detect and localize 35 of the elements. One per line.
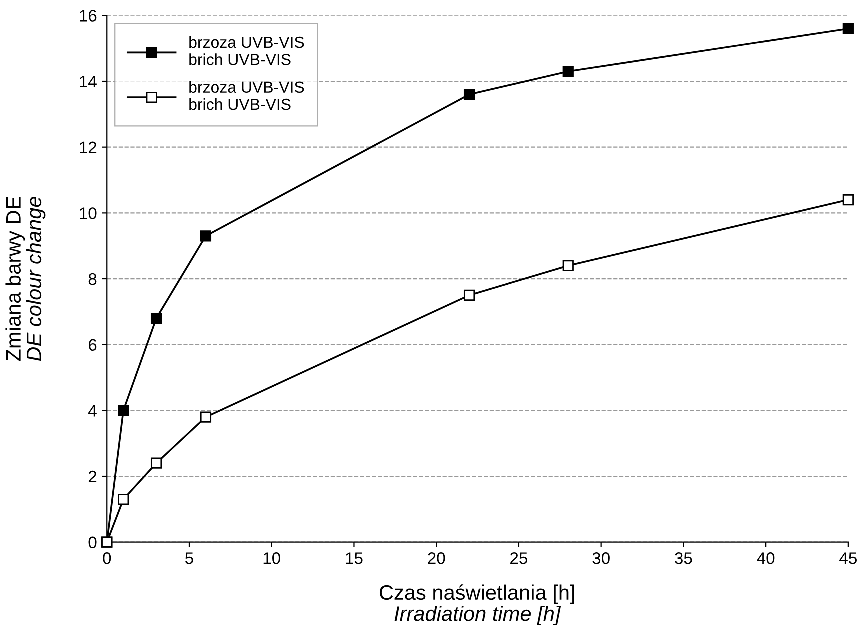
x-tick-label: 15 (346, 552, 363, 564)
x-tick-label: 40 (757, 552, 775, 564)
point (562, 260, 574, 272)
point (118, 494, 130, 506)
point (842, 23, 854, 34)
x-axis-title: Czas naświetlania [h] Irradiation time [h] (380, 584, 574, 626)
y-tick-label: 14 (80, 76, 97, 88)
x-tick-label: 25 (510, 552, 528, 564)
y-tick-label: 16 (80, 10, 97, 22)
y-tick-label: 10 (80, 208, 97, 220)
y-tick-label: 12 (80, 142, 97, 154)
x-tick-label: 45 (840, 552, 857, 564)
x-tick-label: 30 (592, 552, 610, 564)
point (200, 230, 212, 242)
x-tick-label: 10 (264, 552, 280, 564)
point (842, 194, 854, 206)
legend-label: brzoza UVB-VIS brich UVB-VIS (190, 36, 304, 66)
point (464, 290, 476, 302)
y-axis-title: Zmiana barwy DE DE colour change (6, 196, 46, 362)
point (150, 312, 162, 324)
x-tick-label: 20 (428, 552, 446, 564)
point (118, 405, 130, 416)
y-tick-label: 2 (88, 470, 97, 483)
point (200, 412, 212, 423)
y-tick-label: 4 (88, 405, 97, 417)
x-tick-label: 35 (675, 552, 692, 564)
point (464, 89, 476, 100)
legend-label: brzoza UVB-VIS brich UVB-VIS (190, 81, 304, 110)
y-tick-label: 8 (88, 273, 97, 286)
y-tick-label: 0 (88, 536, 97, 549)
y-tick-label: 6 (88, 339, 97, 352)
point (150, 458, 162, 469)
x-tick-label: 5 (186, 552, 194, 564)
point (562, 66, 574, 78)
x-tick-label: 0 (103, 552, 112, 564)
